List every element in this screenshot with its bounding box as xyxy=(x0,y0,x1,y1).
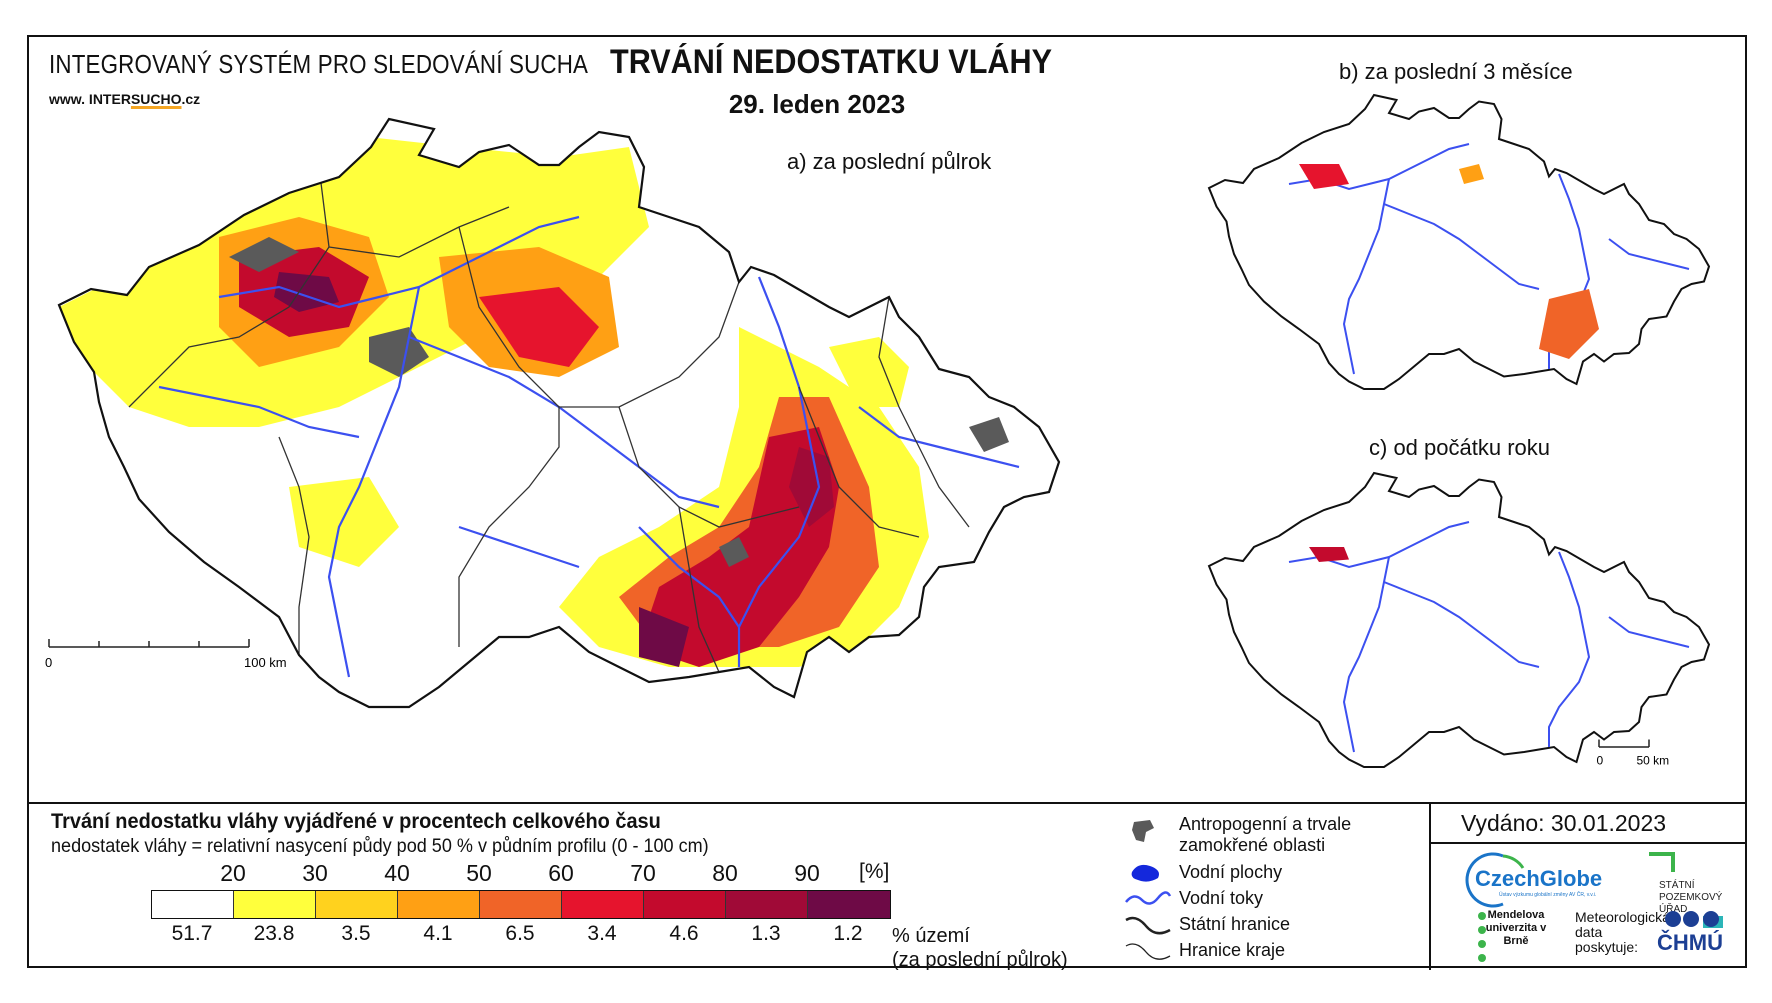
percent-area-value: 3.5 xyxy=(341,922,371,945)
legend-divider xyxy=(1429,804,1431,970)
colorbar-class-3 xyxy=(398,891,480,918)
mendel-logo: Mendelova univerzita v Brně xyxy=(1485,909,1547,947)
czechglobe-logo-icon xyxy=(1465,852,1525,908)
mendel-logo-icon xyxy=(1478,912,1486,962)
percent-area-value: 23.8 xyxy=(253,922,295,945)
anthropogenic-icon xyxy=(1132,820,1154,842)
drought-c-north-west xyxy=(1309,547,1349,562)
colorbar-tick: 80 xyxy=(712,860,738,886)
web-suffix: .cz xyxy=(181,91,201,107)
drought-zone-90-east xyxy=(789,447,834,527)
drought-b-south-east xyxy=(1539,289,1599,359)
map-date: 29. leden 2023 xyxy=(728,89,906,119)
issued-date: Vydáno: 30.01.2023 xyxy=(1461,810,1667,836)
percent-area-label-1: % území xyxy=(892,925,970,947)
percent-area-value: 6.5 xyxy=(505,922,535,945)
river-icon xyxy=(1125,891,1172,905)
czechglobe-logo: CzechGlobe xyxy=(1475,866,1603,891)
map-panel-a: 0 100 km xyxy=(45,117,1061,709)
water-body-icon xyxy=(1131,864,1159,882)
percent-area-value: 1.3 xyxy=(751,922,781,945)
drought-zone-70-north xyxy=(479,287,599,367)
legend-water-bodies: Vodní plochy xyxy=(1179,862,1283,882)
drought-zone-90-south xyxy=(639,607,689,667)
percent-area-value: 51.7 xyxy=(171,922,213,945)
rivers-group xyxy=(158,215,1020,678)
scalebar-a-start: 0 xyxy=(45,655,52,670)
colorbar-class-4 xyxy=(480,891,562,918)
map-panel-c: 0 50 km xyxy=(1208,472,1710,768)
legend-state-border: Státní hranice xyxy=(1179,914,1291,934)
colorbar-units: [%] xyxy=(859,860,890,883)
colorbar-class-6 xyxy=(644,891,726,918)
colorbar-tick: 60 xyxy=(548,860,574,886)
legend-anthropogenic-2: zamokřené oblasti xyxy=(1179,835,1326,855)
legend-anthropogenic-1: Antropogenní a trvale xyxy=(1179,814,1352,834)
colorbar-class-7 xyxy=(726,891,808,918)
scalebar-small-end: 50 km xyxy=(1637,754,1670,768)
anthropogenic-area-north-west xyxy=(229,237,299,272)
panel-c-label: c) od počátku roku xyxy=(1369,435,1550,460)
brno-urban-area xyxy=(719,537,749,567)
scalebar-a: 0 100 km xyxy=(45,639,287,670)
colorbar-class-8 xyxy=(808,891,890,918)
spu-logo: STÁTNÍ POZEMKOVÝ ÚŘAD xyxy=(1659,880,1723,915)
legend-area: Trvání nedostatku vláhy vyjádřené v proc… xyxy=(29,802,1745,972)
map-frame: INTEGROVANÝ SYSTÉM PRO SLEDOVÁNÍ SUCHA w… xyxy=(27,35,1747,972)
colorbar xyxy=(151,890,891,919)
website-link[interactable]: www. INTERSUCHO.cz xyxy=(49,91,200,107)
colorbar-class-0 xyxy=(152,891,234,918)
colorbar-class-1 xyxy=(234,891,316,918)
chmu-logo-icon xyxy=(1665,911,1719,927)
colorbar-tick: 50 xyxy=(466,860,492,886)
percent-area-value: 1.2 xyxy=(833,922,863,945)
colorbar-tick: 70 xyxy=(630,860,656,886)
colorbar-tick: 20 xyxy=(220,860,246,886)
system-title: INTEGROVANÝ SYSTÉM PRO SLEDOVÁNÍ SUCHA xyxy=(49,49,589,79)
colorbar-tick: 30 xyxy=(302,860,328,886)
drought-b-north xyxy=(1459,164,1484,184)
state-border-icon xyxy=(1125,916,1171,935)
map-panel-b xyxy=(1208,94,1710,390)
panel-a-label: a) za poslední půlrok xyxy=(787,149,992,174)
percent-area-label: % území (za poslední půlrok) xyxy=(892,924,1112,972)
legend-rivers: Vodní toky xyxy=(1179,888,1264,908)
percent-area-label-2: (za poslední půlrok) xyxy=(892,949,1068,971)
legend-title: Trvání nedostatku vláhy vyjádřené v proc… xyxy=(51,810,661,833)
drought-zone-20-south xyxy=(289,477,399,567)
chmu-logo: ČHMÚ xyxy=(1657,930,1723,955)
legend-region-border: Hranice kraje xyxy=(1179,940,1286,960)
anthropogenic-area-ostrava xyxy=(969,417,1009,452)
scalebar-a-end: 100 km xyxy=(244,655,287,670)
percent-area-value: 4.1 xyxy=(423,922,453,945)
main-title: TRVÁNÍ NEDOSTATKU VLÁHY xyxy=(610,43,1053,81)
colorbar-class-2 xyxy=(316,891,398,918)
scalebar-small: 0 50 km xyxy=(1597,739,1670,768)
spu-logo-icon xyxy=(1649,852,1675,872)
czechglobe-subtitle: Ústav výzkumu globální změny AV ČR, v.v.… xyxy=(1499,892,1597,898)
legend-anthropogenic: Antropogenní a trvale zamokřené oblasti xyxy=(1179,814,1351,856)
percent-area-value: 3.4 xyxy=(587,922,617,945)
legend-subtitle: nedostatek vláhy = relativní nasycení pů… xyxy=(51,836,709,857)
drought-b-north-west xyxy=(1299,164,1349,189)
colorbar-tick: 90 xyxy=(794,860,820,886)
scalebar-small-start: 0 xyxy=(1597,754,1604,768)
web-prefix: www. INTER xyxy=(49,91,131,107)
colorbar-class-5 xyxy=(562,891,644,918)
region-borders-group xyxy=(128,166,970,673)
drought-zone-20-north-east xyxy=(829,337,909,407)
panel-b-label: b) za poslední 3 měsíce xyxy=(1339,59,1573,84)
web-highlight: SUCHO xyxy=(130,91,182,107)
colorbar-tick: 40 xyxy=(384,860,410,886)
percent-area-value: 4.6 xyxy=(669,922,699,945)
region-border-icon xyxy=(1125,943,1171,960)
meteo-data-label: Meteorologická data poskytuje: xyxy=(1575,909,1670,955)
issued-divider xyxy=(1431,842,1745,844)
